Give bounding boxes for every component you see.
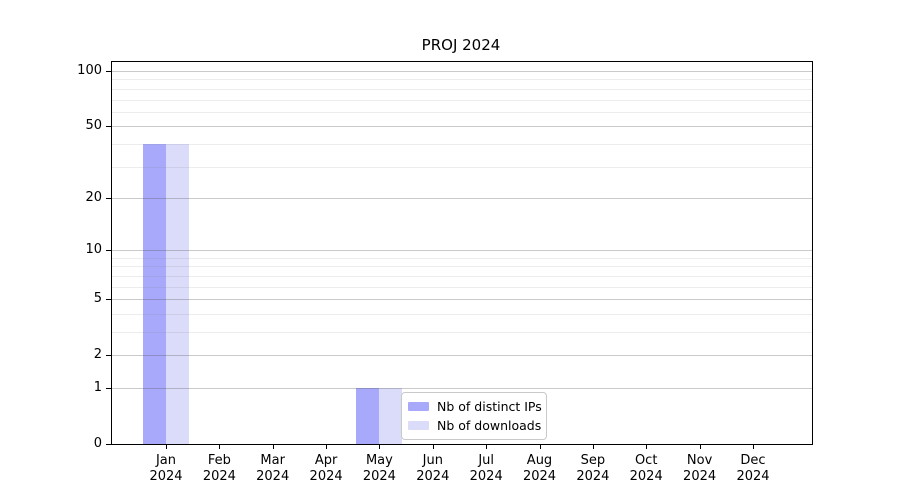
gridline-3 (112, 332, 812, 333)
gridline-20 (112, 197, 812, 199)
x-tick-mark-mar (272, 444, 274, 449)
gridline-2 (112, 355, 812, 357)
x-tick-label-jul: Jul 2024 (469, 453, 503, 484)
y-tick-mark-10 (106, 250, 111, 252)
x-tick-mark-apr (326, 444, 328, 449)
bar-distinct-ips-jan (143, 143, 166, 444)
x-tick-label-jan: Jan 2024 (149, 453, 183, 484)
x-tick-label-oct: Oct 2024 (629, 453, 663, 484)
x-tick-mark-nov (699, 444, 701, 449)
gridline-7 (112, 275, 812, 277)
y-tick-label-1: 1 (93, 380, 102, 395)
y-tick-label-100: 100 (77, 63, 102, 78)
x-tick-mark-sep (592, 444, 594, 449)
gridline-5 (112, 299, 812, 301)
x-tick-mark-jan (166, 444, 167, 449)
y-tick-mark-100 (106, 71, 111, 72)
y-tick-label-2: 2 (93, 347, 102, 363)
x-tick-mark-feb (219, 444, 221, 449)
gridline-1 (112, 388, 812, 389)
y-tick-label-5: 5 (93, 291, 102, 307)
x-tick-label-may: May 2024 (362, 453, 396, 484)
x-tick-label-apr: Apr 2024 (309, 453, 343, 484)
gridline-8 (112, 266, 812, 268)
gridline-80 (112, 88, 812, 90)
y-tick-mark-20 (106, 197, 111, 199)
x-tick-label-aug: Aug 2024 (522, 453, 557, 484)
y-tick-mark-5 (106, 299, 111, 301)
gridline-100 (112, 71, 812, 72)
legend-label-distinct-ips: Nb of distinct IPs (437, 399, 542, 414)
x-tick-mark-oct (646, 444, 648, 449)
y-tick-label-20: 20 (85, 189, 102, 205)
y-tick-mark-2 (106, 355, 111, 357)
y-tick-mark-1 (106, 388, 111, 389)
y-tick-mark-50 (106, 126, 111, 128)
x-tick-label-dec: Dec 2024 (736, 453, 770, 484)
x-tick-mark-dec (753, 444, 754, 449)
gridline-10 (112, 250, 812, 252)
gridline-6 (112, 286, 812, 288)
legend-item-downloads: Nb of downloads (408, 418, 542, 433)
bar-distinct-ips-may (356, 388, 380, 444)
x-tick-label-feb: Feb 2024 (202, 453, 236, 484)
gridline-50 (112, 126, 812, 128)
chart-title: PROJ 2024 (421, 36, 501, 54)
legend-label-downloads: Nb of downloads (437, 418, 542, 433)
gridline-4 (112, 313, 812, 315)
x-tick-label-mar: Mar 2024 (256, 453, 290, 484)
bar-downloads-jan (166, 143, 189, 444)
y-tick-label-10: 10 (85, 242, 102, 258)
x-tick-label-sep: Sep 2024 (576, 453, 610, 484)
gridline-9 (112, 257, 812, 259)
bar-downloads-may (379, 388, 403, 444)
gridline-60 (112, 111, 812, 113)
x-tick-mark-jun (432, 444, 434, 449)
y-tick-mark-0 (106, 444, 111, 445)
x-tick-mark-aug (539, 444, 541, 449)
gridline-30 (112, 166, 812, 168)
legend-swatch-downloads (408, 421, 429, 430)
y-tick-label-0: 0 (93, 436, 102, 451)
legend-swatch-distinct-ips (408, 402, 429, 411)
legend-item-distinct-ips: Nb of distinct IPs (408, 399, 542, 414)
gridline-40 (112, 143, 812, 145)
gridline-90 (112, 79, 812, 81)
x-tick-mark-may (379, 444, 381, 449)
y-tick-label-50: 50 (85, 118, 102, 134)
gridline-70 (112, 99, 812, 101)
x-tick-mark-jul (486, 444, 488, 449)
legend: Nb of distinct IPs Nb of downloads (401, 392, 547, 440)
x-tick-label-jun: Jun 2024 (416, 453, 450, 484)
plot-area: 0 1 2 5 10 20 50 100 Jan 2024 Feb 2024 Mar 2024 Apr 202… (77, 61, 813, 484)
x-tick-label-nov: Nov 2024 (683, 453, 717, 484)
